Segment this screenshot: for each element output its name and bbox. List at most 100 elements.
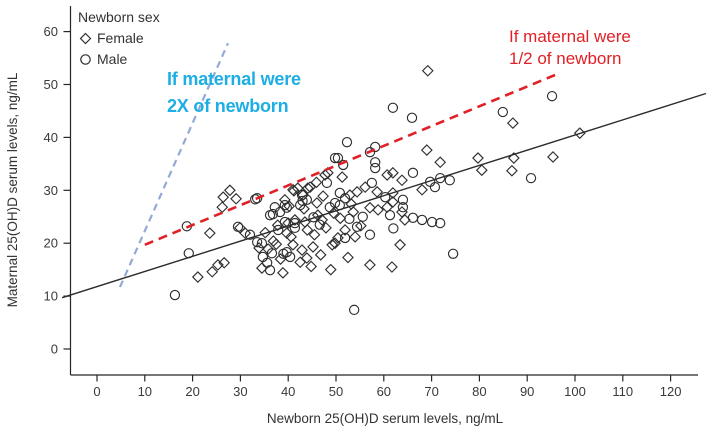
data-point-male bbox=[278, 248, 289, 259]
data-point-female bbox=[298, 202, 310, 215]
data-point-female bbox=[285, 230, 297, 243]
x-tick-label: 80 bbox=[472, 384, 486, 399]
annotation-half-line2: 1/2 of newborn bbox=[509, 49, 622, 68]
data-point-male bbox=[435, 217, 446, 229]
data-point-male bbox=[497, 106, 508, 118]
data-point-female bbox=[274, 253, 287, 265]
data-point-female bbox=[364, 258, 376, 271]
x-tick-label: 20 bbox=[185, 384, 199, 399]
data-point-male bbox=[546, 90, 558, 102]
data-point-female bbox=[339, 224, 351, 236]
data-point-female bbox=[547, 151, 559, 163]
data-point-female bbox=[434, 156, 447, 169]
data-point-male bbox=[264, 265, 276, 276]
data-point-male bbox=[314, 219, 325, 230]
data-point-female bbox=[301, 224, 314, 236]
x-axis-title: Newborn 25(OH)D serum levels, ng/mL bbox=[266, 411, 504, 426]
data-point-male bbox=[251, 236, 263, 248]
data-point-female bbox=[218, 256, 231, 269]
data-point-female bbox=[331, 231, 344, 244]
data-point-female bbox=[287, 238, 299, 251]
data-point-female bbox=[475, 164, 488, 177]
legend-label-female: Female bbox=[97, 30, 144, 46]
legend: Newborn sex Female Male bbox=[78, 8, 160, 69]
data-point-female bbox=[255, 262, 268, 274]
annotation-half-of-newborn: If maternal were 1/2 of newborn bbox=[509, 26, 631, 70]
data-point-male bbox=[329, 152, 341, 164]
data-point-male bbox=[183, 248, 194, 259]
data-point-male bbox=[301, 194, 313, 205]
data-point-female bbox=[216, 201, 229, 214]
legend-item-male: Male bbox=[78, 50, 160, 69]
data-point-female bbox=[386, 261, 398, 273]
data-point-female bbox=[507, 152, 520, 164]
data-point-male bbox=[444, 175, 455, 186]
data-point-female bbox=[364, 201, 376, 214]
data-point-female bbox=[317, 190, 330, 203]
x-tick-label: 100 bbox=[564, 384, 586, 399]
data-point-male bbox=[429, 181, 441, 193]
data-point-male bbox=[366, 177, 378, 189]
annotation-2x-line2: 2X of newborn bbox=[167, 96, 289, 116]
data-point-female bbox=[308, 228, 321, 241]
x-tick-label: 30 bbox=[233, 384, 247, 399]
data-point-female bbox=[342, 251, 354, 264]
data-point-male bbox=[261, 257, 273, 268]
data-point-female bbox=[416, 183, 428, 196]
y-tick-label: 20 bbox=[44, 236, 58, 251]
data-point-male bbox=[289, 222, 301, 234]
y-tick-label: 10 bbox=[44, 289, 58, 304]
data-point-female bbox=[230, 192, 243, 205]
y-axis-title: Maternal 25(OH)D serum levels, ng/mL bbox=[5, 72, 20, 308]
data-point-female bbox=[310, 197, 323, 209]
data-point-male bbox=[370, 162, 381, 174]
data-point-male bbox=[284, 251, 296, 263]
circle-icon bbox=[80, 54, 91, 65]
data-point-female bbox=[314, 248, 327, 261]
x-tick-label: 90 bbox=[520, 384, 534, 399]
data-point-female bbox=[506, 117, 519, 130]
data-point-male bbox=[332, 152, 344, 164]
data-point-male bbox=[266, 248, 278, 259]
data-point-male bbox=[169, 289, 181, 301]
legend-title: Newborn sex bbox=[78, 9, 160, 25]
data-point-male bbox=[339, 193, 351, 204]
y-tick-label: 60 bbox=[44, 24, 58, 39]
data-point-male bbox=[339, 232, 351, 244]
data-point-female bbox=[420, 144, 433, 157]
data-point-female bbox=[277, 266, 289, 279]
data-point-female bbox=[288, 214, 301, 226]
data-point-male bbox=[426, 216, 438, 228]
data-point-female bbox=[573, 127, 586, 140]
data-point-female bbox=[381, 201, 394, 214]
data-point-female bbox=[351, 185, 363, 198]
data-point-female bbox=[203, 227, 216, 240]
legend-label-male: Male bbox=[97, 51, 128, 67]
data-point-female bbox=[329, 237, 341, 250]
data-point-female bbox=[386, 166, 399, 179]
data-point-male bbox=[370, 141, 381, 153]
data-point-male bbox=[525, 172, 537, 184]
y-tick-label: 50 bbox=[44, 77, 58, 92]
data-point-female bbox=[349, 230, 362, 243]
data-point-female bbox=[223, 184, 236, 197]
x-tick-label: 10 bbox=[138, 384, 152, 399]
data-point-male bbox=[279, 216, 291, 228]
data-point-male bbox=[272, 224, 284, 236]
y-tick-label: 0 bbox=[51, 342, 58, 357]
x-tick-label: 110 bbox=[612, 384, 633, 399]
data-point-female bbox=[316, 214, 329, 226]
data-point-male bbox=[251, 193, 263, 204]
data-point-male bbox=[351, 221, 363, 232]
data-point-female bbox=[386, 196, 399, 208]
data-point-male bbox=[416, 214, 428, 226]
data-point-female bbox=[336, 171, 349, 183]
data-point-male bbox=[256, 238, 268, 249]
data-point-male bbox=[232, 221, 244, 232]
data-point-female bbox=[396, 174, 408, 187]
data-point-male bbox=[344, 213, 355, 225]
data-point-male bbox=[244, 229, 256, 240]
x-tick-label: 60 bbox=[377, 384, 391, 399]
